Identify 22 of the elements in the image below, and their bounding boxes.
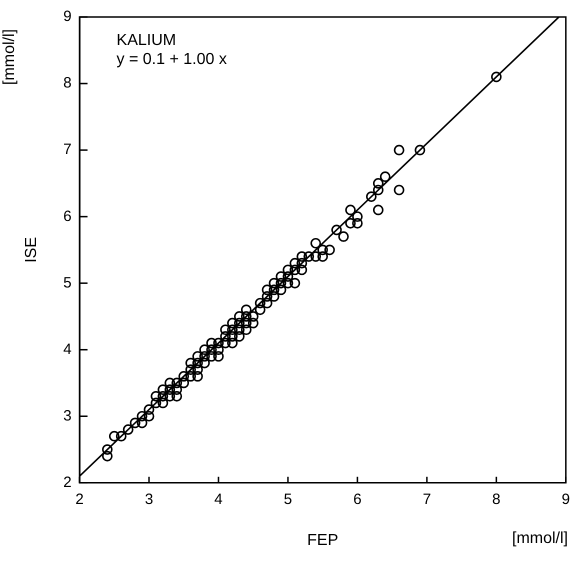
y-tick-label: 3 [63,407,72,424]
text: [mmol/l] [512,530,568,547]
y-tick-label: 7 [63,141,72,158]
text: KALIUM [116,32,176,49]
x-tick-label: 8 [492,490,501,508]
x-tick-label: 4 [214,490,223,508]
y-tick-label: 2 [63,474,72,491]
annotation: y = 0.1 + 1.00 x [116,51,227,68]
x-tick-label: 2 [75,490,84,508]
y-tick-label: 8 [63,74,72,92]
text: [mmol/l] [1,29,18,85]
x-tick-label: 6 [353,490,362,508]
y-tick-label: 9 [63,8,72,26]
y-axis-title: ISE [23,237,40,263]
x-tick-label: 9 [562,490,570,508]
y-tick-label: 4 [63,340,72,358]
x-tick-label: 3 [144,490,154,508]
y-tick-label: 5 [63,274,72,292]
x-axis-title: FEP [307,532,338,549]
x-tick-label: 5 [284,490,292,508]
x-tick-label: 7 [422,490,432,508]
y-tick-label: 6 [63,208,72,225]
